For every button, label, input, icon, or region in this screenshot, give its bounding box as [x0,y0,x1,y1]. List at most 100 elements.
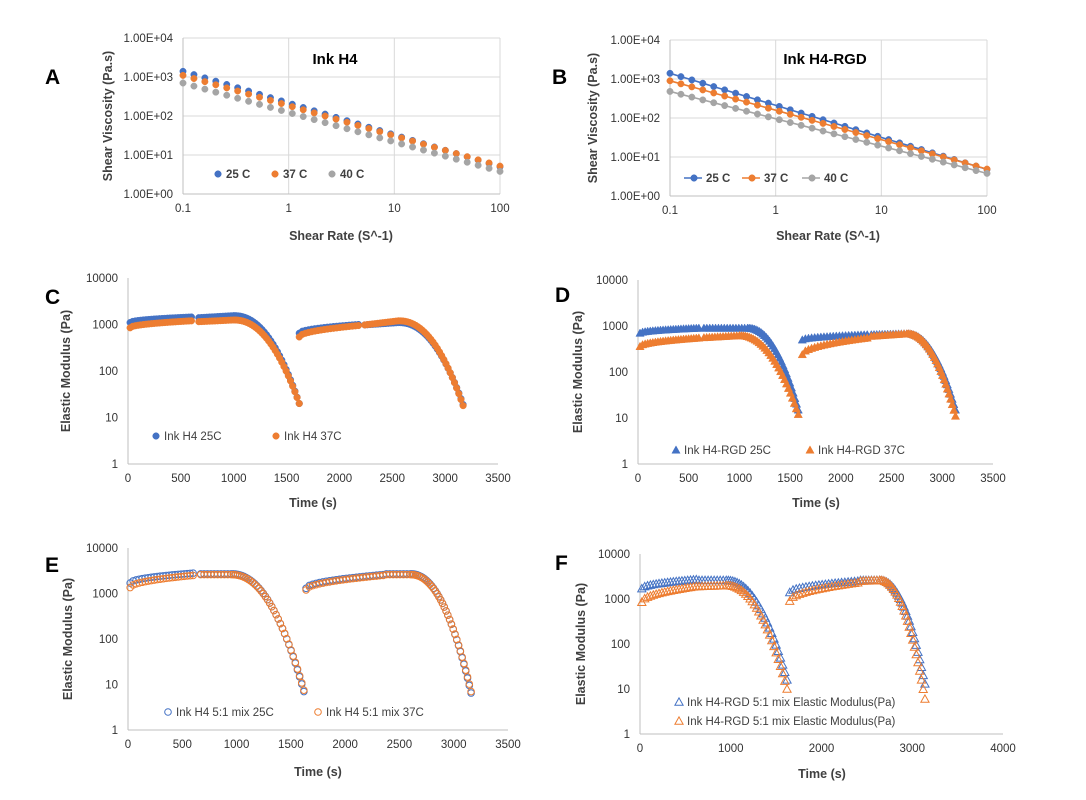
data-point [270,606,278,615]
y-tick-label: 1000 [602,321,628,333]
x-tick-label: 0 [125,739,131,751]
data-point [793,409,803,418]
data-point [699,86,707,94]
data-point [764,629,775,639]
x-tick-label: 3000 [929,473,955,485]
legend-marker [748,174,756,182]
x-axis-title: Time (s) [289,496,337,510]
data-point [420,146,427,154]
series-3 [179,79,504,175]
chart-panel-e: E 1 10 100 1000 10000 0 500 1000 1500 2000 2500 3000… [45,543,521,779]
data-point [159,574,167,583]
data-point [710,83,718,91]
data-point [699,96,707,104]
data-point [648,589,659,599]
x-tick-label: 3000 [432,473,458,485]
data-point [677,80,685,88]
data-point [179,71,187,79]
data-point [165,574,173,582]
y-tick-label: 10000 [596,275,628,287]
legend-marker [164,708,172,716]
data-point [153,575,161,584]
data-point [666,77,674,85]
data-point [786,119,794,126]
legend-marker [671,445,681,454]
y-tick-label: 1 [112,459,118,471]
data-point [387,131,395,139]
data-point [234,87,242,95]
legend: Ink H4 5:1 mix 25C Ink H4 5:1 mix 37C [164,707,424,719]
y-tick-label: 1.00E+00 [123,189,173,201]
data-point [253,582,261,591]
x-tick-label: 2500 [387,739,413,751]
data-point [305,583,314,591]
legend: Ink H4-RGD 5:1 mix Elastic Modulus(Pa) In… [674,696,896,728]
data-point [223,570,232,579]
data-point [863,132,871,140]
x-tick-label: 2000 [327,473,353,485]
data-point [645,579,656,589]
data-point [449,625,458,633]
data-point [452,155,460,163]
x-tick-label: 1500 [777,473,803,485]
data-point [255,584,263,593]
series-1 [126,569,475,697]
data-point [729,581,740,591]
legend-label: Ink H4 5:1 mix 37C [326,707,424,719]
data-point [800,586,811,596]
series-line [669,80,988,170]
legend-label: 37 C [764,173,788,185]
data-point [788,591,798,601]
data-point [881,577,892,587]
data-point [820,582,831,592]
data-point [743,107,750,115]
y-tick-label: 100 [611,639,630,651]
legend-marker [328,170,336,178]
x-tick-label: 1 [772,205,778,217]
data-point [800,581,811,591]
y-tick-label: 10000 [86,543,118,555]
data-point [911,639,922,649]
data-point [688,93,696,101]
data-point [841,133,849,141]
x-tick-label: 100 [490,203,509,215]
data-point [950,411,961,420]
legend-label: 25 C [226,169,250,181]
data-point [354,121,362,129]
x-tick-label: 100 [977,205,996,217]
data-point [906,628,916,637]
data-point [180,572,188,581]
data-point [387,137,395,145]
x-tick-label: 2000 [809,743,835,755]
y-tick-label: 1000 [92,320,118,332]
legend-label: Ink H4-RGD 5:1 mix Elastic Modulus(Pa) [687,716,896,728]
data-point [721,92,729,100]
series-3 [666,87,991,177]
data-point [427,582,436,591]
data-point [830,580,841,590]
x-tick-label: 3500 [485,473,511,485]
x-tick-label: 1000 [718,743,744,755]
data-point [409,137,417,145]
data-point [710,99,718,107]
data-point [917,152,925,160]
data-point [150,576,158,584]
data-point [354,128,362,136]
series-2 [126,570,475,696]
x-tick-label: 1000 [224,739,250,751]
x-axis-title: Shear Rate (S^-1) [289,229,393,243]
legend-label: Ink H4 25C [164,431,222,443]
data-point [174,573,182,581]
legend-label: Ink H4-RGD 25C [684,445,771,457]
data-point [760,619,771,629]
data-point [779,675,790,685]
legend-marker [805,445,815,454]
data-point [775,107,783,115]
data-point [753,101,761,109]
legend-marker [808,174,816,182]
data-point [883,578,894,588]
y-tick-label: 1 [622,459,628,471]
panel-letter: E [45,554,59,577]
series-2 [635,329,961,420]
